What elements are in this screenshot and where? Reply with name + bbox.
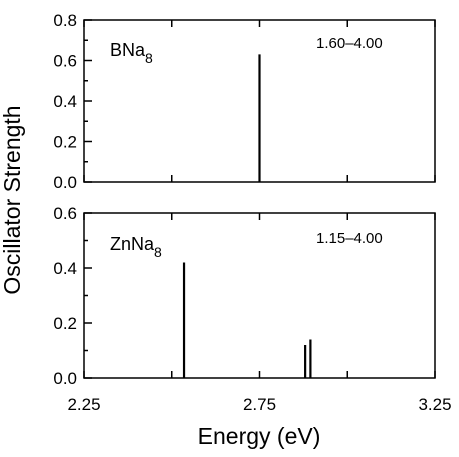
panel-znna8-bars xyxy=(182,262,312,378)
panel-bna8-y-tick-labels: 0.0 0.2 0.4 0.6 0.8 xyxy=(53,11,77,192)
y-tick-label: 0.6 xyxy=(53,52,77,71)
y-tick-label: 0.2 xyxy=(53,133,77,152)
panel-znna8: 0.0 0.2 0.4 0.6 ZnNa8 1.15–4.00 xyxy=(53,204,436,388)
panel-znna8-range-label: 1.15–4.00 xyxy=(316,230,383,247)
y-axis-title: Oscillator Strength xyxy=(0,105,25,294)
x-tick-label: 2.75 xyxy=(243,395,276,414)
panel-bna8-compound-label: BNa8 xyxy=(110,40,153,66)
y-tick-label: 0.8 xyxy=(53,11,77,30)
y-tick-label: 0.2 xyxy=(53,314,77,333)
panel-bna8-ticks xyxy=(83,19,436,183)
x-tick-label: 3.25 xyxy=(418,395,451,414)
x-tick-label: 2.25 xyxy=(67,395,100,414)
y-tick-label: 0.0 xyxy=(53,173,77,192)
y-tick-label: 0.0 xyxy=(53,369,77,388)
y-tick-label: 0.4 xyxy=(53,259,77,278)
y-tick-label: 0.4 xyxy=(53,92,77,111)
panel-bna8: 0.0 0.2 0.4 0.6 0.8 BNa8 1.60–4.00 xyxy=(53,11,436,192)
panel-znna8-ticks xyxy=(83,212,436,379)
x-tick-labels: 2.25 2.75 3.25 xyxy=(67,395,451,414)
panel-bna8-range-label: 1.60–4.00 xyxy=(316,35,383,52)
panel-znna8-y-tick-labels: 0.0 0.2 0.4 0.6 xyxy=(53,204,77,388)
y-tick-label: 0.6 xyxy=(53,204,77,223)
x-axis-title: Energy (eV) xyxy=(198,423,321,449)
panel-znna8-compound-label: ZnNa8 xyxy=(110,234,162,260)
